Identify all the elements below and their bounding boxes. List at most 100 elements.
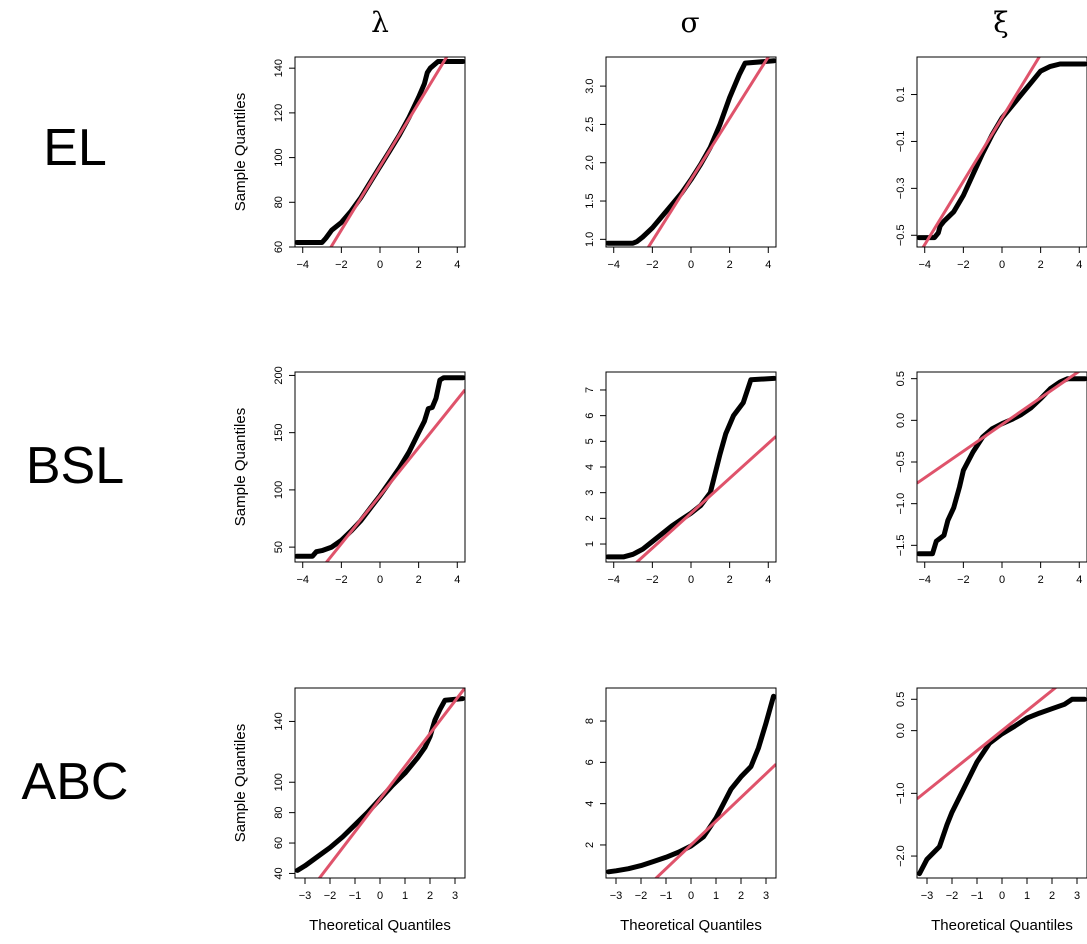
chart-5-ytick-label: 0.5	[895, 371, 907, 386]
chart-8-xtick-label: 2	[1049, 890, 1055, 902]
chart-8-xtick-label: −1	[971, 890, 984, 902]
chart-7-frame	[605, 687, 777, 879]
chart-3-panel: −4 −2 0 2 4 50 100 150 200 Sample Quantiles	[232, 366, 466, 586]
chart-8-xtick-label: 1	[1024, 890, 1030, 902]
row-label-abc: ABC	[21, 753, 129, 811]
chart-2-ytick-label: −0.1	[895, 131, 907, 153]
chart-6-ytick-label: 40	[273, 867, 285, 879]
chart-6-xtick-label: 2	[427, 890, 433, 902]
chart-5-xtick-label: 0	[999, 574, 1005, 586]
chart-0-ytick-label: 120	[273, 104, 285, 122]
chart-4-ytick-label: 5	[584, 438, 596, 444]
chart-2-xtick-label: 4	[1076, 259, 1082, 271]
chart-7-ytick-label: 2	[584, 842, 596, 848]
chart-5-xtick-label: −4	[918, 574, 931, 586]
chart-8-frame	[916, 687, 1087, 879]
chart-1-ytick-label: 2.0	[584, 155, 596, 170]
chart-6-xtick-label: −1	[349, 890, 362, 902]
chart-0-xtick-label: −2	[335, 259, 348, 271]
chart-4-xtick-label: −4	[607, 574, 620, 586]
chart-5-qq-line	[917, 372, 1081, 485]
chart-6-qq-line	[317, 688, 465, 878]
chart-4-panel: −4 −2 0 2 4 1 2 3 4 5 6 7	[584, 371, 777, 586]
chart-3-xtick-label: 2	[416, 574, 422, 586]
chart-6-xtick-label: 0	[377, 890, 383, 902]
chart-0-ytick-label: 100	[273, 148, 285, 166]
chart-1-xtick-label: 2	[727, 259, 733, 271]
chart-2-xtick-label: −4	[918, 259, 931, 271]
chart-6-ytick-label: 60	[273, 837, 285, 849]
chart-7-xtick-label: 2	[738, 890, 744, 902]
chart-0-xtick-label: 4	[454, 259, 460, 271]
chart-5-ytick-label: −0.5	[895, 451, 907, 473]
chart-7-panel: −3 −2 −1 0 1 2 3 2 4 6 8 Theoretical Quantiles	[584, 687, 777, 934]
chart-5-ytick-label: −1.5	[895, 534, 907, 556]
chart-2-qq-line	[921, 57, 1041, 247]
chart-1-ytick-label: 1.5	[584, 193, 596, 208]
chart-8-qq-line	[917, 688, 1058, 801]
chart-8-xtick-label: 0	[999, 890, 1005, 902]
chart-0-panel: −4 −2 0 2 4 60 80 100 120 140 Sample Quantiles	[232, 56, 466, 271]
chart-2-ytick-label: 0.1	[895, 87, 907, 102]
chart-7-xtick-label: 1	[713, 890, 719, 902]
chart-5-xtick-label: 4	[1076, 574, 1082, 586]
chart-2-ytick-label: −0.5	[895, 224, 907, 246]
chart-8-ytick-label: 0.0	[895, 723, 907, 738]
chart-4-xtick-label: 0	[688, 574, 694, 586]
chart-7-xtick-label: 0	[688, 890, 694, 902]
chart-0-qq-points	[295, 59, 465, 245]
chart-2-xtick-label: 0	[999, 259, 1005, 271]
chart-3-qq-line	[324, 388, 465, 562]
column-title-sigma: σ	[680, 6, 700, 39]
chart-7-xtick-label: 3	[763, 890, 769, 902]
chart-4-qq-line	[634, 435, 776, 562]
chart-1-ytick-label: 3.0	[584, 78, 596, 93]
chart-7-xlabel: Theoretical Quantiles	[620, 917, 762, 934]
chart-6-xlabel: Theoretical Quantiles	[309, 917, 451, 934]
chart-5-xtick-label: −2	[957, 574, 970, 586]
chart-7-ytick-label: 6	[584, 759, 596, 765]
chart-0-frame	[294, 56, 466, 248]
chart-5-xtick-label: 2	[1038, 574, 1044, 586]
chart-8-ytick-label: −2.0	[895, 845, 907, 867]
chart-7-ytick-label: 8	[584, 718, 596, 724]
chart-8-qq-points	[917, 696, 1087, 877]
chart-2-panel: −4 −2 0 2 4 −0.5 −0.3 −0.1 0.1	[895, 56, 1087, 271]
chart-0-qq-line	[329, 57, 449, 247]
chart-3-ytick-label: 150	[273, 423, 285, 441]
chart-3-xtick-label: 4	[454, 574, 460, 586]
chart-0-xtick-label: −4	[296, 259, 309, 271]
chart-5-ytick-label: 0.0	[895, 413, 907, 428]
chart-6-ytick-label: 140	[273, 712, 285, 730]
chart-6-ytick-label: 100	[273, 773, 285, 791]
chart-7-qq-line	[654, 763, 776, 878]
chart-6-xtick-label: 3	[452, 890, 458, 902]
chart-8-xtick-label: 3	[1074, 890, 1080, 902]
chart-3-ylabel: Sample Quantiles	[232, 408, 249, 526]
chart-1-ytick-label: 1.0	[584, 232, 596, 247]
chart-4-xtick-label: 4	[765, 574, 771, 586]
row-label-bsl: BSL	[25, 437, 125, 495]
chart-4-xtick-label: −2	[646, 574, 659, 586]
chart-1-qq-line	[646, 57, 771, 247]
chart-1-xtick-label: −4	[607, 259, 620, 271]
chart-7-xtick-label: −3	[610, 890, 623, 902]
chart-3-ytick-label: 100	[273, 481, 285, 499]
chart-7-xtick-label: −2	[635, 890, 648, 902]
chart-7-xtick-label: −1	[660, 890, 673, 902]
chart-6-frame	[294, 687, 466, 879]
chart-4-qq-points	[606, 375, 776, 560]
chart-3-qq-points	[295, 375, 465, 559]
chart-6-xtick-label: 1	[402, 890, 408, 902]
chart-5-ytick-label: −1.0	[895, 493, 907, 515]
chart-1-ytick-label: 2.5	[584, 117, 596, 132]
chart-3-frame	[294, 371, 466, 563]
chart-8-xlabel: Theoretical Quantiles	[931, 917, 1073, 934]
chart-6-qq-points	[295, 696, 465, 873]
chart-4-ytick-label: 7	[584, 387, 596, 393]
chart-7-qq-points	[606, 693, 776, 875]
chart-4-ytick-label: 3	[584, 490, 596, 496]
chart-0-ytick-label: 80	[273, 196, 285, 208]
